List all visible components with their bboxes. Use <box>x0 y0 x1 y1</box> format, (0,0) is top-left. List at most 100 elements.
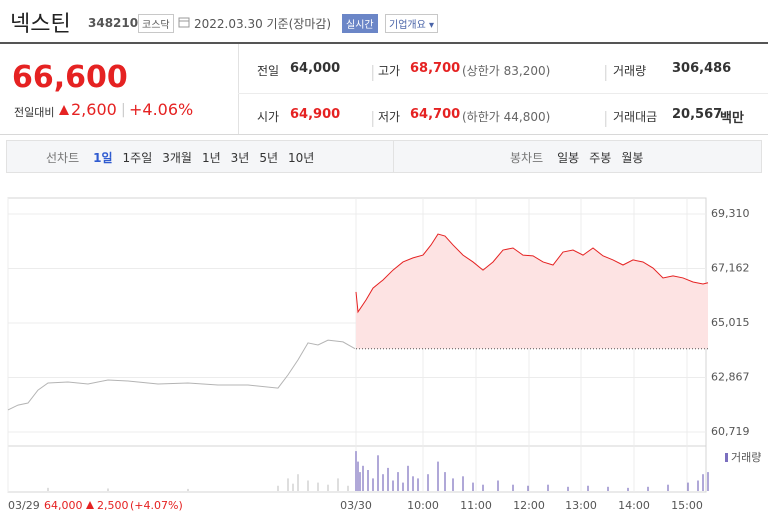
current-price: 66,600 <box>12 60 128 95</box>
volume-bar <box>407 465 409 491</box>
tab[interactable]: 3개월 <box>162 151 192 165</box>
volume-bar <box>452 478 454 491</box>
volume-bar <box>427 474 429 491</box>
candle-tabs: 봉차트 일봉 주봉 월봉 <box>510 149 643 166</box>
volume-bar <box>187 488 189 491</box>
x-tick-label: 11:00 <box>460 499 492 512</box>
change: 2,600 <box>71 100 117 119</box>
divider <box>238 44 239 134</box>
area-fill <box>356 234 708 349</box>
footer-close: 64,000 <box>44 499 83 512</box>
x-tick-label: 14:00 <box>618 499 650 512</box>
volume-bar <box>292 483 294 491</box>
divider <box>238 93 768 94</box>
volume-bar <box>277 485 279 491</box>
separator: | <box>603 108 609 127</box>
volume-bar <box>437 461 439 491</box>
stat-value: 68,700 <box>410 61 461 76</box>
x-tick-label: 15:00 <box>671 499 703 512</box>
stat-value: 306,486 <box>672 61 732 76</box>
volume-bar <box>667 484 669 491</box>
volume-bar <box>357 461 359 491</box>
volume-frame <box>7 445 707 493</box>
volume-bar <box>107 488 109 491</box>
price-line <box>7 339 356 411</box>
tab-group-label: 선차트 <box>46 151 80 165</box>
y-tick-label: 69,310 <box>711 207 750 220</box>
volume-bar <box>367 470 369 491</box>
x-tick-label: 03/29 <box>8 499 40 512</box>
company-info-button[interactable]: 기업개요 ▾ <box>385 14 439 33</box>
stat-value: 64,000 <box>290 61 341 76</box>
date: 2022.03.30 기준(장마감) <box>194 17 332 31</box>
volume-bar <box>397 472 399 491</box>
footer-change-rate: (+4.07%) <box>130 499 183 512</box>
tab[interactable]: 10년 <box>288 151 315 165</box>
change-rate: +4.06% <box>129 100 194 119</box>
volume-bar <box>327 484 329 491</box>
x-tick-label: 10:00 <box>407 499 439 512</box>
volume-bar <box>359 472 361 491</box>
volume-bar <box>587 485 589 491</box>
separator: | <box>370 108 376 127</box>
volume-bar <box>402 482 404 491</box>
volume-bar <box>472 482 474 491</box>
volume-bar <box>392 480 394 491</box>
separator: | <box>121 102 126 118</box>
tab[interactable]: 월봉 <box>621 151 644 165</box>
stat-note: (상한가 83,200) <box>462 64 551 78</box>
company-info-label: 기업개요 <box>389 20 426 31</box>
volume-bar <box>527 485 529 491</box>
tab[interactable]: 5년 <box>259 151 279 165</box>
tab[interactable]: 1년 <box>201 151 221 165</box>
volume-bar <box>707 472 709 491</box>
volume-bar <box>387 467 389 491</box>
volume-bar <box>377 455 379 491</box>
tab[interactable]: 주봉 <box>589 151 612 165</box>
x-tick-label: 03/30 <box>340 499 372 512</box>
volume-bar <box>317 482 319 491</box>
tab-bar <box>6 140 762 173</box>
legend-swatch <box>725 453 728 462</box>
volume-bar <box>355 451 357 491</box>
stat-value: 64,900 <box>290 107 341 122</box>
line-tabs: 선차트 1일 1주일 3개월 1년 3년 5년 10년 <box>46 149 314 166</box>
volume-bar <box>547 484 549 491</box>
chart: 거래량 69,310 67,162 65,015 62,867 60,719 03/29 0… <box>7 197 761 512</box>
tab[interactable]: 1주일 <box>122 151 153 165</box>
volume-bar <box>347 485 349 491</box>
volume-bar <box>382 474 384 491</box>
calendar-icon <box>178 17 190 28</box>
legend-label: 거래량 <box>731 451 761 464</box>
volume-bar <box>412 476 414 491</box>
volume-bar <box>497 480 499 491</box>
stat-label: 거래대금 <box>613 110 658 124</box>
price-line <box>355 233 709 314</box>
realtime-button[interactable]: 실시간 <box>342 14 378 33</box>
y-tick-label: 65,015 <box>711 316 750 329</box>
volume-bar <box>287 478 289 491</box>
volume-bar <box>444 472 446 491</box>
stat-label: 거래량 <box>613 64 647 78</box>
volume-bar <box>372 478 374 491</box>
y-tick-label: 62,867 <box>711 370 750 383</box>
market-badge: 코스닥 <box>138 14 174 33</box>
volume-bar <box>627 487 629 491</box>
up-arrow <box>59 105 69 115</box>
volume-bar <box>647 486 649 491</box>
change-label: 전일대비 <box>14 106 55 119</box>
footer-up-arrow <box>86 501 94 509</box>
tab[interactable]: 1일 <box>93 151 113 165</box>
volume-bar <box>702 474 704 491</box>
volume-bar <box>307 480 309 491</box>
volume-bar <box>417 478 419 491</box>
stat-label: 전일 <box>257 64 280 78</box>
stat-note: (하한가 44,800) <box>462 110 551 124</box>
y-tick-label: 60,719 <box>711 425 750 438</box>
tab[interactable]: 3년 <box>230 151 250 165</box>
footer-change: 2,500 <box>97 499 129 512</box>
volume-bar <box>687 482 689 491</box>
separator: | <box>603 62 609 81</box>
tab[interactable]: 일봉 <box>557 151 580 165</box>
